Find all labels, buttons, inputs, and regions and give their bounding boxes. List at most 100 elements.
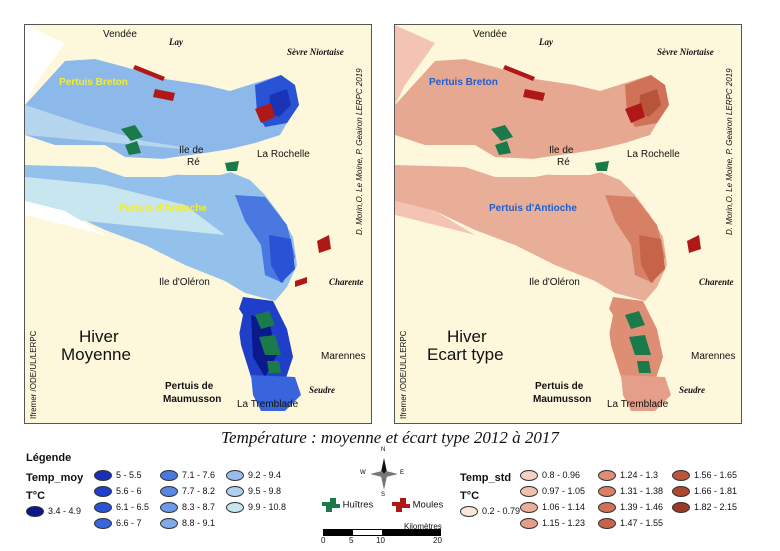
legend-moy-title: Temp_moy: [26, 472, 84, 484]
label-lay: Lay: [169, 37, 183, 47]
legend-class-item: 1.15 - 1.23: [520, 518, 586, 530]
legend-moules: Moules: [392, 498, 443, 512]
label-vendee: Vendée: [103, 29, 137, 40]
legend-class-item: 1.24 - 1.3: [598, 470, 658, 482]
label-maumusson: Maumusson: [533, 394, 592, 405]
legend-swatch: [160, 486, 178, 498]
scale-tick-0: 0: [321, 536, 326, 545]
map-title-line1: Hiver: [447, 327, 487, 346]
legend-swatch: [160, 470, 178, 482]
mussel-icon: [392, 498, 410, 512]
legend-swatch: [94, 486, 112, 498]
legend-class-label: 7.7 - 8.2: [182, 486, 216, 496]
legend-class-label: 9.5 - 9.8: [248, 486, 282, 496]
label-pertuis-breton: Pertuis Breton: [429, 77, 498, 88]
label-lay: Lay: [539, 37, 553, 47]
label-re: Ré: [557, 157, 570, 168]
legend-class-item: 0.97 - 1.05: [520, 486, 586, 498]
scale-tick-10: 10: [376, 536, 385, 545]
scale-tick-5: 5: [349, 536, 354, 545]
legend-swatch: [226, 470, 244, 482]
compass-icon: [370, 458, 398, 490]
legend-swatch: [672, 470, 690, 482]
legend-class-item: 5.6 - 6: [94, 486, 142, 498]
legend-class-item: 1.82 - 2.15: [672, 502, 738, 514]
legend-huitres: Huîtres: [322, 498, 373, 512]
legend-class-item: 0.2 - 0.79: [460, 506, 521, 518]
legend-swatch: [598, 502, 616, 514]
legend-swatch: [226, 486, 244, 498]
legend-class-item: 6.6 - 7: [94, 518, 142, 530]
credit-left: Ifremer /ODE/UL/LERPC: [29, 330, 38, 419]
legend-moy-unit: T°C: [26, 490, 46, 502]
legend-swatch: [94, 470, 112, 482]
legend-class-label: 7.1 - 7.6: [182, 470, 216, 480]
legend-swatch: [94, 502, 112, 514]
moules-label: Moules: [412, 499, 444, 511]
legend-class-item: 5 - 5.5: [94, 470, 142, 482]
legend-swatch: [520, 502, 538, 514]
map-std-canvas: [395, 25, 741, 423]
map-panel-mean: Vendée Lay Sèvre Niortaise Pertuis Breto…: [24, 24, 372, 424]
legend-class-label: 1.15 - 1.23: [542, 518, 586, 528]
label-la-rochelle: La Rochelle: [627, 149, 680, 160]
map-title-line2: Ecart type: [427, 345, 504, 364]
compass-rose: N S E W: [360, 447, 405, 498]
label-la-rochelle: La Rochelle: [257, 149, 310, 160]
label-la-tremblade: La Tremblade: [607, 399, 669, 410]
huitres-label: Huîtres: [342, 499, 374, 511]
compass-s: S: [381, 492, 386, 498]
legend-class-item: 1.66 - 1.81: [672, 486, 737, 498]
legend-class-item: 6.1 - 6.5: [94, 502, 150, 514]
legend-class-label: 0.2 - 0.79: [482, 506, 521, 516]
compass-w: W: [360, 470, 366, 476]
legend-class-label: 5 - 5.5: [116, 470, 142, 480]
legend-class-item: 0.8 - 0.96: [520, 470, 580, 482]
legend-swatch: [598, 486, 616, 498]
legend-swatch: [520, 486, 538, 498]
legend-swatch: [226, 502, 244, 514]
label-ile-de: Ile de: [549, 145, 574, 156]
legend-class-label: 1.47 - 1.55: [620, 518, 664, 528]
label-maumusson: Maumusson: [163, 394, 222, 405]
label-marennes: Marennes: [691, 351, 736, 362]
credit-right: D. Morin,O. Le Moine, P. Geairon LERPC 2…: [355, 68, 364, 235]
compass-n: N: [381, 447, 386, 453]
legend-class-item: 1.47 - 1.55: [598, 518, 664, 530]
compass-e: E: [400, 470, 405, 476]
label-la-tremblade: La Tremblade: [237, 399, 299, 410]
scale-bar: [323, 529, 441, 536]
legend-class-label: 8.3 - 8.7: [182, 502, 216, 512]
legend-class-item: 1.31 - 1.38: [598, 486, 663, 498]
legend-swatch: [26, 506, 44, 518]
legend-swatch: [520, 518, 538, 530]
map-title-line2: Moyenne: [61, 345, 131, 364]
legend-class-label: 1.82 - 2.15: [694, 502, 738, 512]
label-sevre: Sèvre Niortaise: [657, 47, 714, 57]
legend-class-label: 0.97 - 1.05: [542, 486, 586, 496]
legend-class-item: 1.06 - 1.14: [520, 502, 585, 514]
legend-class-label: 9.9 - 10.8: [248, 502, 287, 512]
legend-heading: Légende: [26, 452, 72, 464]
legend-class-item: 9.5 - 9.8: [226, 486, 282, 498]
legend-class-item: 7.1 - 7.6: [160, 470, 216, 482]
label-vendee: Vendée: [473, 29, 507, 40]
legend-swatch: [160, 502, 178, 514]
legend-class-label: 9.2 - 9.4: [248, 470, 282, 480]
scale-tick-20: 20: [433, 536, 442, 545]
legend-class-label: 6.1 - 6.5: [116, 502, 150, 512]
label-re: Ré: [187, 157, 200, 168]
map-panel-std: Vendée Lay Sèvre Niortaise Pertuis Breto…: [394, 24, 742, 424]
legend-std-unit: T°C: [460, 490, 480, 502]
label-pertuis-antioche: Pertuis d'Antioche: [489, 203, 577, 214]
legend-class-item: 9.9 - 10.8: [226, 502, 287, 514]
legend-swatch: [598, 518, 616, 530]
legend-class-item: 8.8 - 9.1: [160, 518, 215, 530]
label-charente: Charente: [329, 277, 364, 287]
label-pertuis-de: Pertuis de: [535, 381, 584, 392]
credit-right: D. Morin,O. Le Moine, P. Geairon LERPC 2…: [725, 68, 734, 235]
legend-swatch: [520, 470, 538, 482]
legend-swatch: [672, 486, 690, 498]
label-ile-de: Ile de: [179, 145, 204, 156]
label-marennes: Marennes: [321, 351, 366, 362]
